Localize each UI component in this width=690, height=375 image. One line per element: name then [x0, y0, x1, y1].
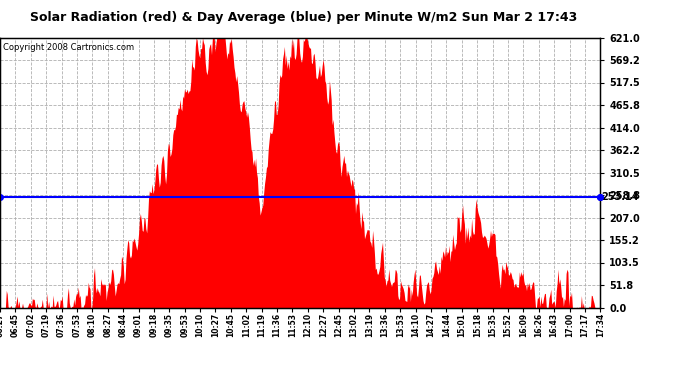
Text: Copyright 2008 Cartronics.com: Copyright 2008 Cartronics.com	[3, 43, 134, 52]
Text: Solar Radiation (red) & Day Average (blue) per Minute W/m2 Sun Mar 2 17:43: Solar Radiation (red) & Day Average (blu…	[30, 11, 578, 24]
Text: 253.14: 253.14	[602, 192, 639, 202]
